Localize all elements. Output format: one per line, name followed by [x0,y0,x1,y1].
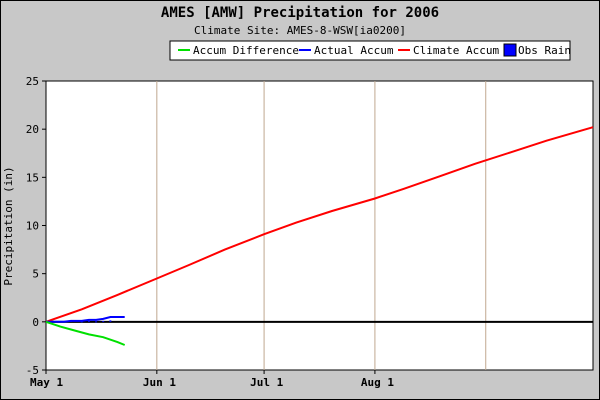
legend-label: Actual Accum [314,44,394,57]
legend-label: Obs Rain [518,44,571,57]
obs-rain-bar [109,320,112,322]
series [45,126,594,346]
legend-label: Accum Difference [193,44,299,57]
y-tick-label: 20 [26,123,39,136]
chart-subtitle: Climate Site: AMES-8-WSW[ia0200] [194,24,406,37]
legend-entry-accum-difference: Accum Difference [178,44,299,57]
y-tick-label: -5 [26,364,39,377]
grid [46,81,593,370]
legend-entry-climate-accum: Climate Accum [398,44,499,57]
obs-rain-bar [87,320,90,322]
plot-area [45,80,594,371]
series-line-actual-accum [46,316,125,323]
y-tick-label: 10 [26,220,39,233]
y-tick-label: 25 [26,75,39,88]
legend-entry-obs-rain: Obs Rain [503,43,571,57]
obs-rain-bar [102,320,105,322]
x-tick-label: Aug 1 [361,376,394,389]
obs-rain-bar [95,321,98,323]
y-tick-label: 15 [26,171,39,184]
legend-box [169,40,571,61]
y-tick-label: 0 [32,316,39,329]
legend-swatch [503,43,517,57]
obs-rain-bar [70,320,73,322]
legend: Accum Difference Actual Accum Climate Ac… [169,40,571,61]
y-axis-label: Precipitation (in) [2,166,15,285]
series-line-accum-difference [45,320,126,346]
legend-label: Climate Accum [413,44,499,57]
x-tick-label: Jul 1 [250,376,283,389]
axes: -5 0 5 10 15 20 25 May 1 Jun 1 Jul 1 Aug 1 [26,75,395,389]
y-tick-label: 5 [32,268,39,281]
obs-rain-bar [80,321,83,323]
x-tick-label: Jun 1 [143,376,176,389]
legend-entry-actual-accum: Actual Accum [299,44,394,57]
series-line-climate-accum [45,126,594,323]
chart-title: AMES [AMW] Precipitation for 2006 [161,5,439,21]
x-tick-label: May 1 [30,376,63,389]
